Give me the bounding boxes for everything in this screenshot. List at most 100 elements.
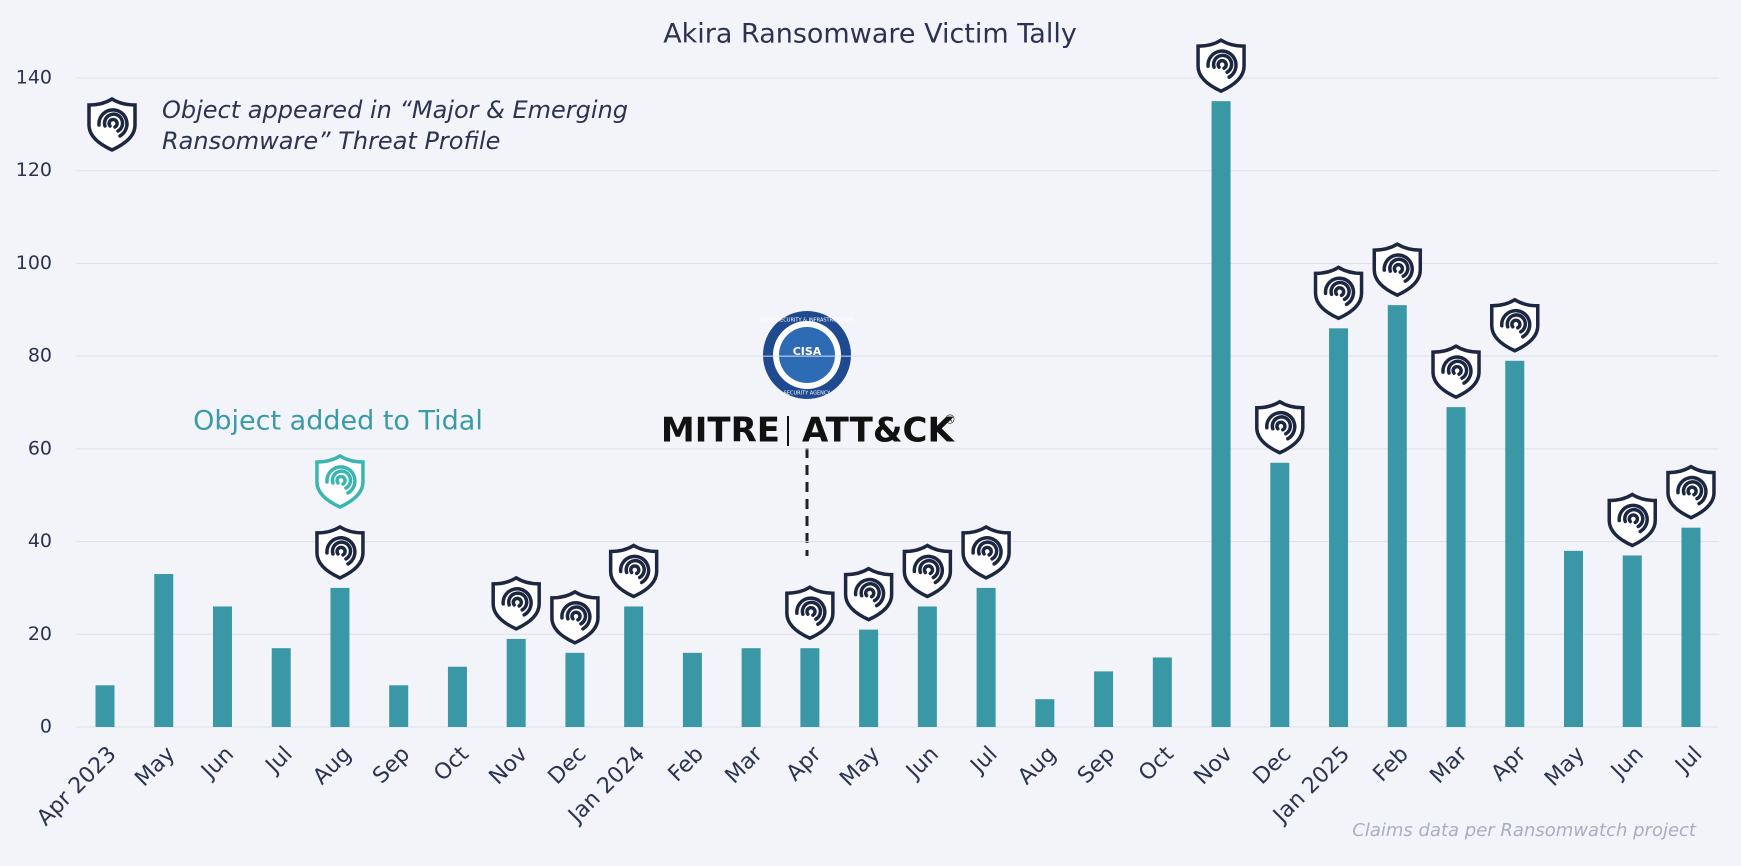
profile-icon (785, 585, 835, 641)
bar (800, 648, 820, 727)
bar (1035, 699, 1055, 727)
profile-icon (491, 575, 541, 631)
icon-swirl (618, 554, 651, 585)
profile-icon (1666, 464, 1716, 520)
icon-swirl (795, 596, 827, 626)
icon-shield (961, 524, 1011, 580)
icon-swirl (1265, 410, 1297, 441)
attack-text: ATT&CK (802, 411, 955, 451)
bar (917, 606, 937, 727)
icon-swirl (1323, 276, 1356, 307)
bar (506, 638, 526, 727)
seal-bottom-text: SECURITY AGENCY (784, 391, 832, 397)
profile-icon (1196, 38, 1246, 94)
icon-swirl (1500, 308, 1532, 339)
y-tick-label: 100 (16, 252, 52, 274)
icon-shield (785, 585, 835, 641)
bar (682, 652, 702, 727)
bar (1152, 657, 1172, 727)
icon-swirl (1676, 475, 1708, 506)
profile-icon (550, 589, 600, 645)
profile-icon (608, 543, 659, 599)
chart-title: Akira Ransomware Victim Tally (663, 19, 1077, 50)
icon-swirl (853, 577, 886, 608)
icon-shield (1666, 464, 1716, 520)
y-tick-label: 40 (28, 530, 52, 552)
bar (447, 666, 467, 727)
bar (1564, 550, 1583, 727)
bar (330, 587, 350, 727)
icon-swirl (971, 536, 1003, 566)
icon-swirl (1206, 49, 1238, 79)
profile-icon (1431, 344, 1481, 400)
y-tick-label: 60 (28, 437, 52, 459)
y-tick-label: 80 (28, 345, 52, 367)
icon-swirl (325, 536, 357, 566)
profile-icon (902, 543, 953, 599)
icon-shield (1313, 265, 1364, 321)
cisa-seal: CYBERSECURITY & INFRASTRUCTURE SECURITY … (760, 311, 854, 399)
icon-shield (87, 96, 137, 152)
profile-icon (1490, 297, 1540, 353)
bar (1446, 407, 1466, 727)
icon-swirl (912, 554, 945, 585)
icon-swirl (1617, 503, 1649, 534)
icon-swirl (560, 601, 592, 631)
bar (741, 648, 761, 727)
bar (1329, 328, 1349, 727)
bar (859, 629, 879, 727)
footnote: Claims data per Ransomwatch project (1352, 820, 1697, 841)
icon-shield (1490, 297, 1540, 353)
profile-icon (1255, 399, 1305, 455)
y-tick-label: 140 (16, 67, 52, 89)
icon-shield (315, 453, 365, 509)
profile-icon (1372, 242, 1423, 298)
bar (271, 648, 291, 727)
bar (389, 685, 409, 727)
bar (565, 652, 585, 727)
icon-shield (1196, 38, 1246, 94)
seal-inner (779, 327, 835, 383)
icon-shield (1255, 399, 1305, 455)
seal-top-text: CYBERSECURITY & INFRASTRUCTURE (760, 318, 853, 324)
icon-swirl (325, 465, 357, 495)
legend-text: Ransomware” Threat Profile (162, 127, 500, 155)
icon-shield (1607, 492, 1657, 548)
bar (1505, 360, 1525, 727)
bar (1094, 671, 1114, 727)
profile-icon (1313, 265, 1364, 321)
icon-shield (1372, 242, 1423, 298)
icon-swirl (501, 587, 533, 617)
icon-shield (902, 543, 953, 599)
seal-cisa: CISA (793, 345, 822, 358)
y-tick-label: 120 (16, 159, 52, 181)
icon-shield (491, 575, 541, 631)
profile-icon (315, 453, 365, 509)
icon-swirl (1382, 253, 1414, 283)
mitre-text: MITRE (661, 411, 780, 451)
bar (95, 685, 115, 727)
bar (624, 606, 644, 727)
bar (1211, 101, 1231, 727)
bar (976, 587, 996, 727)
y-tick-label: 20 (28, 623, 52, 645)
icon-swirl (97, 108, 129, 138)
mitre-logo: MITRE ATT&CK ® (661, 411, 956, 556)
bar (154, 574, 174, 727)
legend-text: Object appeared in “Major & Emerging (162, 96, 628, 124)
profile-icon (1607, 492, 1657, 548)
bar (1681, 527, 1701, 727)
bar (1622, 555, 1642, 727)
bar (1387, 305, 1407, 727)
profile-icon (843, 566, 894, 622)
icon-shield (843, 566, 894, 622)
icon-swirl (1441, 355, 1473, 385)
profile-icon (87, 96, 137, 152)
icon-shield (550, 589, 600, 645)
bar (1270, 462, 1290, 727)
registered-mark: ® (944, 413, 956, 427)
profile-icon (961, 524, 1011, 580)
profile-icon (315, 524, 365, 580)
tidal-annotation: Object added to Tidal (193, 406, 483, 437)
